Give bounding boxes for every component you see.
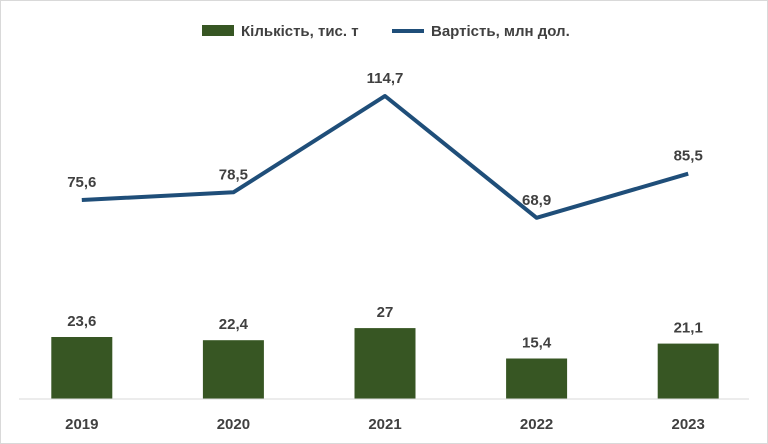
bar-series (51, 328, 719, 399)
bar-label-2021: 27 (377, 304, 394, 321)
legend-label-value: Вартість, млн дол. (431, 23, 570, 40)
bar-label-2019: 23,6 (67, 313, 96, 330)
bar-label-2023: 21,1 (674, 320, 703, 337)
x-tick-2022: 2022 (520, 416, 553, 433)
legend-label-quantity: Кількість, тис. т (241, 23, 359, 40)
bar-2023 (657, 343, 719, 399)
bar-label-2020: 22,4 (219, 316, 249, 333)
x-tick-2021: 2021 (368, 416, 401, 433)
legend: Кількість, тис. т Вартість, млн дол. (202, 23, 570, 40)
line-label-2022: 68,9 (522, 192, 551, 209)
x-tick-2019: 2019 (65, 416, 98, 433)
line-label-2021: 114,7 (367, 70, 404, 87)
legend-swatch-quantity (202, 25, 234, 36)
bar-data-labels: 23,6 22,4 27 15,4 21,1 (67, 304, 703, 351)
x-axis-tick-labels: 2019 2020 2021 2022 2023 (65, 416, 705, 433)
bar-2022 (506, 358, 568, 399)
bar-2019 (51, 337, 113, 399)
line-data-labels: 75,6 78,5 114,7 68,9 85,5 (67, 70, 703, 209)
x-tick-2020: 2020 (217, 416, 250, 433)
line-label-2020: 78,5 (219, 166, 248, 183)
value-line (81, 94, 689, 220)
x-tick-2023: 2023 (672, 416, 705, 433)
line-label-2019: 75,6 (67, 174, 96, 191)
bar-2021 (354, 328, 416, 399)
bar-2020 (202, 340, 264, 399)
bar-label-2022: 15,4 (522, 335, 552, 352)
line-label-2023: 85,5 (674, 148, 703, 165)
